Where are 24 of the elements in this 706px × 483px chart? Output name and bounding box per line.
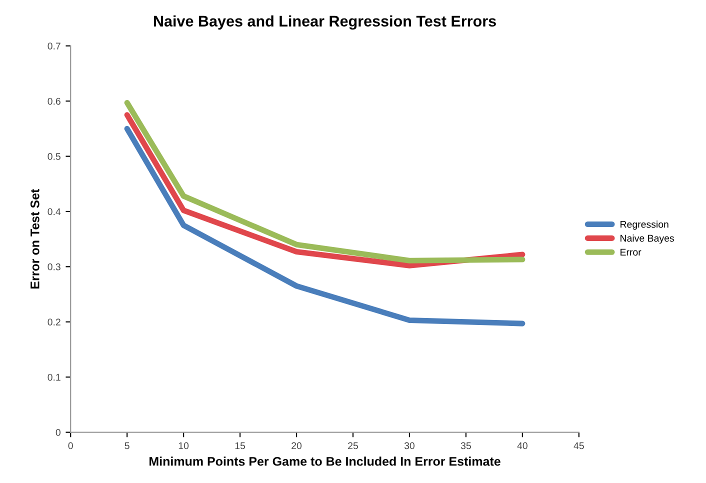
y-axis-title: Error on Test Set <box>30 188 40 288</box>
x-tick-label: 35 <box>460 442 471 450</box>
y-tick-label: 0.5 <box>48 153 60 160</box>
x-tick-label: 25 <box>348 442 358 450</box>
legend-label: Error <box>620 248 642 256</box>
chart-title: Naive Bayes and Linear Regression Test Errors <box>154 15 496 30</box>
y-tick-label: 0.3 <box>48 263 60 270</box>
x-tick-label: 45 <box>574 442 584 450</box>
x-tick-label: 10 <box>178 442 189 450</box>
y-tick-label: 0.2 <box>48 318 60 326</box>
y-tick-label: 0.6 <box>48 98 60 105</box>
legend-label: Regression <box>620 220 668 230</box>
x-tick-label: 20 <box>292 442 302 450</box>
x-tick-label: 0 <box>68 442 73 450</box>
x-axis-title: Minimum Points Per Game to Be Included In Error Estimate <box>150 456 500 466</box>
y-tick-label: 0.1 <box>48 374 60 381</box>
x-tick-label: 30 <box>404 442 415 450</box>
y-tick-label: 0.7 <box>48 42 60 50</box>
x-tick-label: 15 <box>235 442 246 450</box>
y-tick-label: 0.4 <box>48 208 61 216</box>
x-tick-label: 5 <box>124 442 130 450</box>
legend-label: Naive Bayes <box>620 234 674 244</box>
x-tick-label: 40 <box>517 442 528 450</box>
y-tick-label: 0 <box>56 429 60 436</box>
